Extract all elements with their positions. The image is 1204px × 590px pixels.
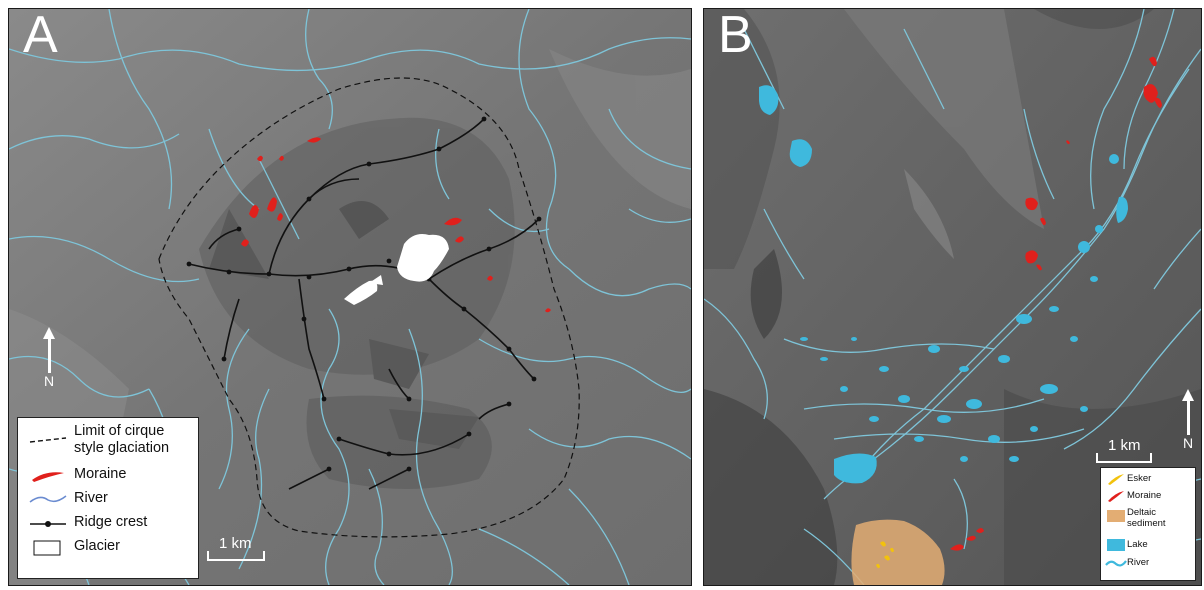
north-label: N bbox=[43, 373, 55, 389]
lake-icon bbox=[1107, 539, 1125, 551]
scale-label: 1 km bbox=[1108, 437, 1141, 454]
moraine-icon bbox=[32, 472, 64, 482]
north-arrow-icon bbox=[43, 327, 55, 339]
ridge-vertices bbox=[186, 116, 542, 472]
legend-deltaic-label: Deltaic sediment bbox=[1127, 507, 1166, 529]
scale-label: 1 km bbox=[219, 535, 252, 552]
map-panel-b: B N 1 km Esker Moraine Deltaic sediment … bbox=[703, 8, 1202, 586]
glaciers bbox=[344, 234, 449, 305]
legend-ridge-label: Ridge crest bbox=[74, 514, 148, 530]
legend-river-label: River bbox=[74, 490, 108, 506]
legend-limit-label: Limit of cirque style glaciation bbox=[74, 423, 170, 456]
legend-a: Limit of cirque style glaciation Moraine… bbox=[17, 417, 199, 579]
north-arrow-icon bbox=[1182, 389, 1194, 401]
river-icon bbox=[29, 495, 67, 503]
legend-moraine-label: Moraine bbox=[1127, 490, 1162, 501]
north-arrow-b: N bbox=[1178, 389, 1198, 451]
scale-bar-a: 1 km bbox=[207, 535, 265, 561]
panel-label-b: B bbox=[718, 8, 753, 64]
ridge-crest-icon bbox=[30, 521, 66, 527]
river-network bbox=[704, 9, 1201, 585]
legend-glacier-label: Glacier bbox=[74, 538, 120, 554]
eskers bbox=[876, 541, 894, 569]
north-arrow-a: N bbox=[39, 327, 59, 389]
legend-b: Esker Moraine Deltaic sediment Lake Rive… bbox=[1100, 467, 1196, 581]
legend-esker-label: Esker bbox=[1127, 473, 1152, 484]
deltaic-sediment-icon bbox=[1107, 510, 1125, 522]
legend-lake-label: Lake bbox=[1127, 539, 1148, 550]
river-icon bbox=[1105, 560, 1127, 567]
moraines bbox=[241, 137, 551, 313]
glacier-icon bbox=[33, 540, 61, 556]
map-panel-a: A N 1 km Limit of cirque style glaciatio… bbox=[8, 8, 692, 586]
legend-moraine-label: Moraine bbox=[74, 466, 127, 482]
north-label: N bbox=[1182, 435, 1194, 451]
legend-river-label: River bbox=[1127, 557, 1150, 568]
lakes bbox=[759, 85, 1128, 484]
deltaic-sediment bbox=[851, 519, 945, 585]
moraine-icon bbox=[1108, 491, 1124, 502]
moraines bbox=[950, 56, 1162, 551]
limit-line-icon bbox=[29, 437, 67, 443]
panel-label-a: A bbox=[23, 8, 58, 64]
scale-bar-b: 1 km bbox=[1096, 437, 1152, 463]
esker-icon bbox=[1108, 474, 1124, 485]
cirque-limit-line bbox=[158, 77, 580, 538]
